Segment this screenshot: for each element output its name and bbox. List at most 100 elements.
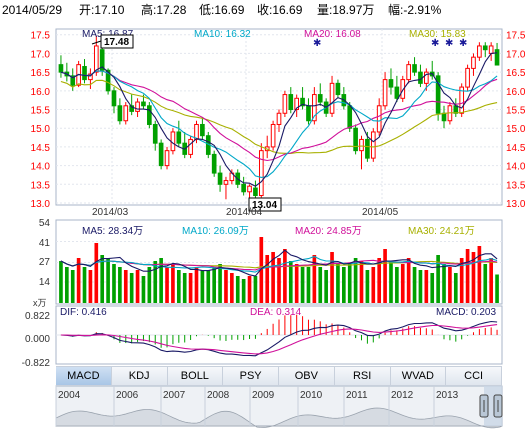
vol-legend-ma30: MA30: 24.21万 [408,226,475,237]
tab-macd[interactable]: MACD [56,367,112,385]
tab-cci[interactable]: CCI [446,367,502,385]
volume-bar [406,258,411,303]
candle-body [347,105,353,129]
price-tick-right: 15.5 [506,106,526,117]
volume-bar [241,279,246,303]
volume-bar [395,267,399,303]
volume-bar [288,261,293,303]
volume-bar [306,267,311,303]
candle-body [129,105,134,112]
marker-star-1: ✱ [313,38,321,49]
volume-bar [453,273,458,303]
macd-legend-dif: DIF: 0.416 [60,307,107,318]
candle-body [435,75,441,114]
volume-bar [188,273,193,303]
price-tick-left: 14.0 [31,162,51,173]
timeline-year: 2011 [346,390,368,401]
volume-bar [59,261,63,303]
volume-bar [94,243,99,303]
candle-body [223,180,229,185]
volume-bar [371,267,376,303]
price-tick-left: 15.0 [31,124,51,135]
candle-body [353,127,358,152]
vol-tick-14: 14 [39,277,51,288]
volume-bar [448,267,452,303]
candle-body [488,45,494,54]
x-tick-2014-03: 2014/03 [92,207,129,218]
volume-y-axis: 54 41 27 14 x万 [33,218,50,308]
candle-body [164,150,170,167]
candle-body [258,150,264,197]
timeline-year: 2004 [58,390,81,401]
header-date: 2014/05/29 [2,3,62,17]
candle-body [211,153,217,174]
header-low: 低:16.69 [199,3,245,17]
candle-body [152,123,158,144]
ma20-line [60,70,498,162]
volume-bar [76,258,81,303]
timeline-area [55,407,503,429]
volume-bar [312,255,317,303]
tab-boll[interactable]: BOLL [167,367,224,385]
volume-bar [70,270,75,303]
timeline-navigator[interactable]: 2004 2006 2007 2008 2009 2010 2011 2012 2013 [55,385,503,429]
macd-tick-zero: 0.000 [25,334,50,345]
volume-bar [235,276,240,303]
volume-bar [459,258,464,303]
volume-bar [265,255,270,303]
candle-body [141,101,146,107]
volume-bar [153,261,158,303]
volume-bar [418,270,423,303]
high-marker: 17.48 [91,34,134,49]
tab-obv[interactable]: OBV [279,367,335,385]
timeline-year: 2010 [300,390,323,401]
tab-wvad[interactable]: WVAD [390,367,447,385]
volume-bar [112,264,116,303]
candle-body [276,112,282,125]
candle-body [317,94,323,103]
candle-body [176,131,182,144]
vol-unit: x万 [33,298,47,308]
price-tick-right: 17.5 [506,31,526,42]
macd-tick-bottom: -0.822 [22,358,51,369]
header-close: 收:16.69 [257,3,303,17]
macd-legend-macd: MACD: 0.203 [436,307,496,318]
candle-body [376,105,382,133]
volume-bar [159,258,163,303]
dea-line [60,324,498,355]
candle-body [424,71,429,84]
header-bar: 2014/05/29 开:17.10 高:17.28 低:16.69 收:16.… [2,2,442,17]
tab-psy[interactable]: PSY [223,367,279,385]
volume-bar [483,264,488,303]
volume-bar [465,249,470,303]
candle-body [194,123,199,140]
volume-bar [359,261,364,303]
timeline-year: 2008 [207,390,230,401]
marker-star-4: ✱ [459,38,467,49]
candle-body [370,131,376,159]
tab-kdj[interactable]: KDJ [111,367,168,385]
candle-body [412,64,417,73]
marker-star-3: ✱ [445,38,453,49]
candle-body [288,94,294,111]
price-tick-right: 16.5 [506,68,526,79]
candle-body [253,187,258,197]
timeline-year: 2013 [436,390,459,401]
price-tick-right: 17.0 [506,49,526,60]
volume-bar [147,267,152,303]
low-marker-label: 13.04 [252,200,277,211]
low-marker: 13.04 [248,197,282,212]
candle-body [247,185,252,193]
volume-bar [283,249,287,303]
tab-rsi[interactable]: RSI [334,367,391,385]
macd-legend: DIF: 0.416 DEA: 0.314 MACD: 0.203 [60,307,496,318]
candle-body [300,97,305,107]
volume-bar [336,264,340,303]
volume-legend: MA5: 28.34万 MA10: 26.09万 MA20: 24.85万 MA… [82,226,475,237]
price-tick-right: 16.0 [506,87,526,98]
volume-bar [477,246,482,303]
candle-body [123,105,129,122]
volume-bar [123,270,128,303]
volume-bar [194,267,199,303]
